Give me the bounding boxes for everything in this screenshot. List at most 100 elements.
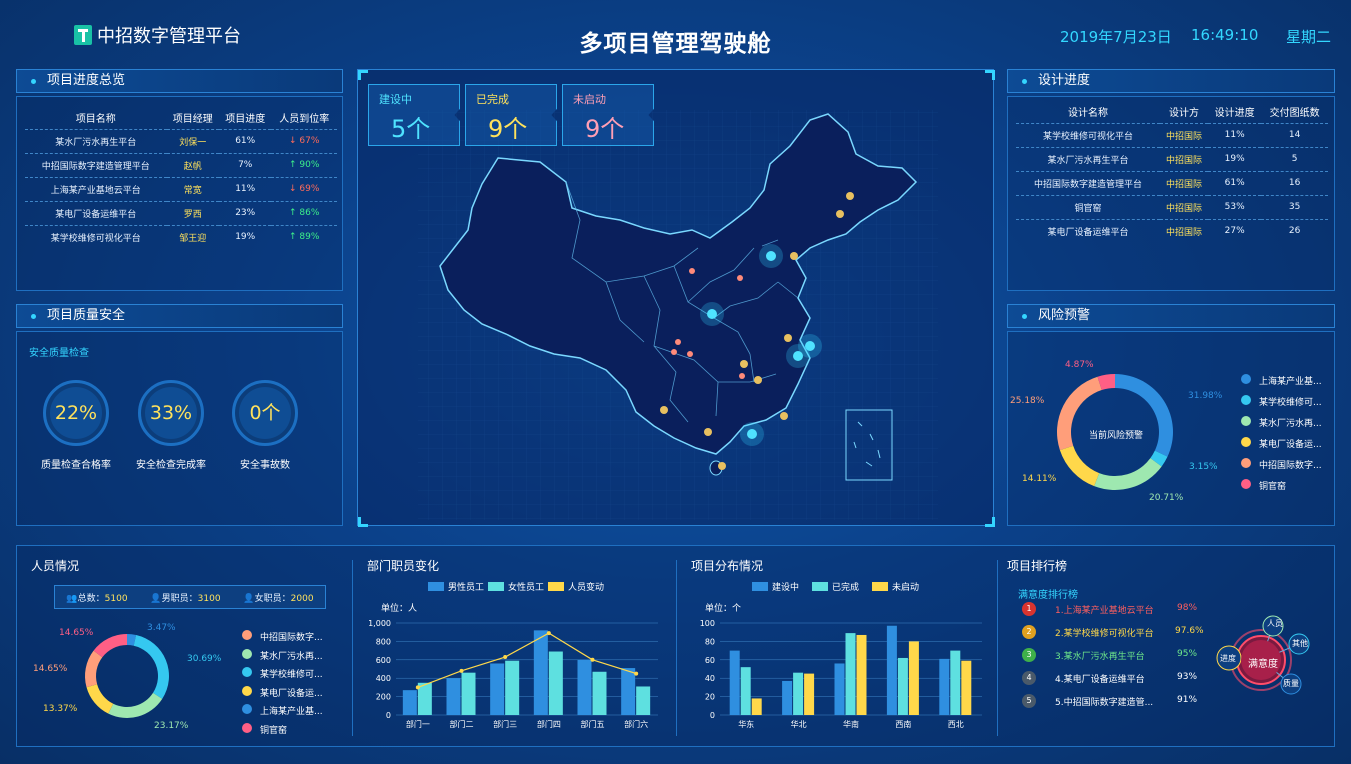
people-female: 👤女职员：2000 <box>243 593 314 604</box>
bar <box>402 690 417 715</box>
people-label-3: 23.17% <box>154 721 189 731</box>
legend-swatch <box>242 630 252 640</box>
risk-slice <box>1097 374 1115 391</box>
bar <box>533 630 548 715</box>
table-row: 中招国际数字建造管理平台 中招国际 61% 16 <box>1016 170 1328 195</box>
node-people: 人员 <box>1267 619 1283 628</box>
node-quality: 质量 <box>1283 679 1299 688</box>
bar <box>636 686 651 715</box>
people-slice <box>133 634 169 699</box>
status-not-started: 未启动 9个 <box>562 84 654 146</box>
x-tick-label: 西北 <box>948 720 964 729</box>
table-cell: 61% <box>219 128 272 153</box>
table-cell: 某电厂设备运维平台 <box>1016 218 1160 243</box>
legend-swatch <box>1241 395 1251 405</box>
table-cell: 26 <box>1261 218 1328 243</box>
divider <box>352 560 353 736</box>
status-done: 已完成 9个 <box>465 84 557 146</box>
people-slice <box>93 634 127 658</box>
divider <box>676 560 677 736</box>
people-summary: 👥总数：5100 👤男职员：3100 👤女职员：2000 <box>54 585 326 609</box>
design-title: 设计进度 <box>1007 69 1335 93</box>
table-cell: 某水厂污水再生平台 <box>25 128 167 153</box>
quality-subtitle: 安全质量检查 <box>29 348 89 359</box>
divider <box>997 560 998 736</box>
region-title: 项目分布情况 <box>691 559 764 573</box>
table-cell: 23% <box>219 200 272 225</box>
legend-label: 铜官窑 <box>1259 482 1287 492</box>
region-unit: 单位：个 <box>705 604 742 614</box>
table-row: 某水厂污水再生平台 刘保一 61% ↓ 67% <box>25 128 337 153</box>
risk-label-4: 14.11% <box>1022 474 1057 484</box>
table-cell: 常宽 <box>166 176 219 201</box>
progress-table: 项目名称 项目经理 项目进度 人员到位率 某水厂污水再生平台 刘保一 61% ↓ 67% 中招… <box>25 107 337 249</box>
table-cell: 11% <box>1208 122 1262 147</box>
risk-label-2: 3.15% <box>1189 462 1218 472</box>
progress-panel: 项目名称 项目经理 项目进度 人员到位率 某水厂污水再生平台 刘保一 61% ↓ 67% 中招… <box>16 96 343 291</box>
table-cell: 某水厂污水再生平台 <box>1016 146 1160 171</box>
table-cell: 某学校维修可视化平台 <box>25 224 167 249</box>
ranking-title: 项目排行榜 <box>1007 559 1068 573</box>
bar <box>908 641 919 715</box>
bar <box>939 658 950 715</box>
table-cell: 53% <box>1208 194 1262 219</box>
rank-name: 5.中招国际数字建造管... <box>1055 698 1154 708</box>
table-cell: 邹王迎 <box>166 224 219 249</box>
safety-check-rate: 33% <box>138 380 204 446</box>
table-row: 某水厂污水再生平台 中招国际 19% 5 <box>1016 146 1328 171</box>
table-cell: 5 <box>1261 146 1328 171</box>
rank-name: 4.某电厂设备运维平台 <box>1055 675 1145 685</box>
people-label-2: 30.69% <box>187 654 222 664</box>
bar <box>592 671 607 715</box>
legend-label: 人员变动 <box>568 581 604 593</box>
legend-swatch <box>242 704 252 714</box>
map-markers <box>660 192 854 470</box>
people-title: 人员情况 <box>31 559 80 573</box>
table-cell: 中招国际 <box>1160 122 1208 147</box>
design-panel: 设计名称 设计方 设计进度 交付图纸数 某学校维修可视化平台 中招国际 11% 14 某水厂污… <box>1007 96 1335 291</box>
x-tick-label: 部门六 <box>624 719 648 729</box>
bar <box>834 663 845 715</box>
people-slice <box>127 634 137 646</box>
table-cell: 35 <box>1261 194 1328 219</box>
map-south-sea-inset <box>845 409 893 481</box>
table-cell: 19% <box>219 224 272 249</box>
design-header-row: 设计名称 设计方 设计进度 交付图纸数 <box>1016 101 1328 123</box>
brand: 中招数字管理平台 <box>74 22 241 48</box>
safety-check-label: 安全检查完成率 <box>136 460 206 471</box>
map-outline <box>439 113 918 455</box>
rank-medal-icon: 2 <box>1022 625 1036 639</box>
table-cell: ↑ 86% <box>271 200 337 225</box>
time: 16:49:10 <box>1191 26 1259 44</box>
y-tick-label: 60 <box>705 656 715 665</box>
table-cell: 某电厂设备运维平台 <box>25 200 167 225</box>
table-cell: 赵帆 <box>166 152 219 177</box>
table-cell: 中招国际数字建造管理平台 <box>25 152 167 177</box>
legend-swatch <box>242 667 252 677</box>
region-chart: 建设中 已完成 未启动 0 20 40 60 80 100 华东 华北 华南 西南 西北 <box>700 581 982 729</box>
bar <box>461 672 476 715</box>
table-cell: 16 <box>1261 170 1328 195</box>
bar <box>961 660 972 715</box>
table-cell: 中招国际 <box>1160 146 1208 171</box>
legend-label: 建设中 <box>772 581 799 593</box>
legend-label: 未启动 <box>892 581 919 593</box>
progress-header-row: 项目名称 项目经理 项目进度 人员到位率 <box>25 107 337 129</box>
quality-panel: 安全质量检查 22% 33% 0个 质量检查合格率 安全检查完成率 安全事故数 <box>16 331 343 526</box>
map-islands <box>853 421 881 467</box>
bar <box>845 633 856 715</box>
rank-medal-icon: 1 <box>1022 602 1036 616</box>
legend-swatch <box>428 582 444 591</box>
people-label-5: 14.65% <box>33 664 68 674</box>
quality-pass-rate: 22% <box>43 380 109 446</box>
people-slice <box>86 684 114 714</box>
rank-score: 97.6% <box>1175 626 1204 636</box>
column-header: 项目经理 <box>172 114 213 126</box>
table-cell: 11% <box>219 176 272 201</box>
satisfaction-graph <box>1216 615 1310 695</box>
risk-title: 风险预警 <box>1007 304 1335 328</box>
rank-score: 93% <box>1177 672 1198 682</box>
bar <box>505 660 520 715</box>
legend-label: 中招国际数字... <box>1259 461 1322 471</box>
legend-label: 某学校维修可... <box>260 670 323 680</box>
